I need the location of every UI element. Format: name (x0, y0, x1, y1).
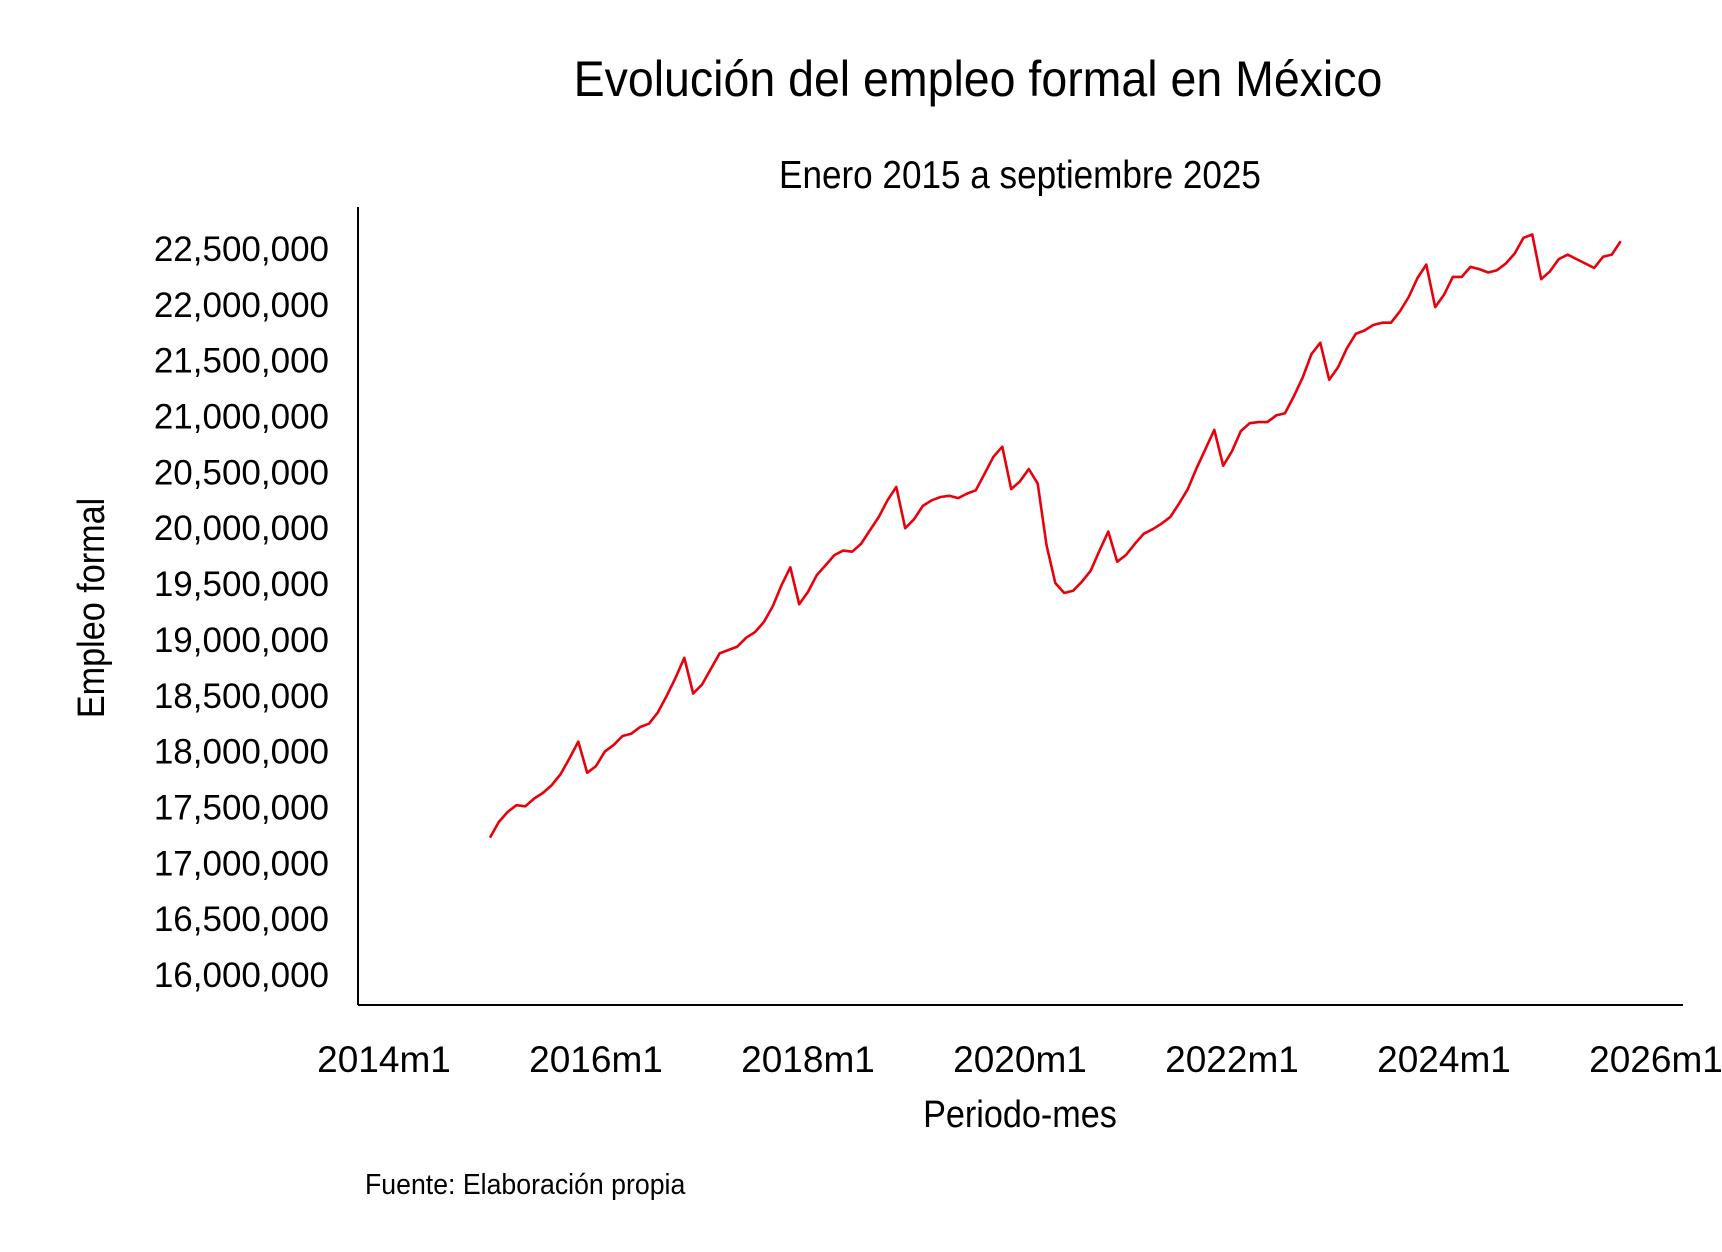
x-tick-label: 2026m1 (1589, 1039, 1722, 1080)
chart-subtitle: Enero 2015 a septiembre 2025 (779, 152, 1261, 196)
y-axis-label: Empleo formal (69, 498, 112, 718)
x-axis-label: Periodo-mes (923, 1092, 1117, 1135)
x-tick-label: 2020m1 (953, 1039, 1087, 1080)
y-tick-label: 19,500,000 (154, 565, 329, 604)
y-tick-label: 17,500,000 (154, 788, 329, 827)
source-note: Fuente: Elaboración propia (365, 1168, 686, 1200)
x-tick-label: 2014m1 (317, 1039, 451, 1080)
x-tick-label: 2016m1 (529, 1039, 663, 1080)
y-tick-label: 22,500,000 (154, 230, 329, 269)
y-tick-label: 22,000,000 (154, 286, 329, 325)
y-tick-label: 20,000,000 (154, 509, 329, 548)
y-tick-label: 21,500,000 (154, 342, 329, 381)
y-tick-label: 18,500,000 (154, 677, 329, 716)
y-tick-label: 18,000,000 (154, 733, 329, 772)
y-tick-label: 16,500,000 (154, 900, 329, 939)
y-tick-label: 16,000,000 (154, 956, 329, 995)
x-tick-label: 2022m1 (1165, 1039, 1299, 1080)
y-tick-label: 20,500,000 (154, 453, 329, 492)
x-tick-label: 2024m1 (1377, 1039, 1511, 1080)
y-tick-label: 19,000,000 (154, 621, 329, 660)
y-tick-label: 17,000,000 (154, 844, 329, 883)
series-line (488, 233, 1622, 839)
chart-title: Evolución del empleo formal en México (574, 51, 1383, 107)
y-tick-label: 21,000,000 (154, 398, 329, 437)
x-tick-label: 2018m1 (741, 1039, 875, 1080)
